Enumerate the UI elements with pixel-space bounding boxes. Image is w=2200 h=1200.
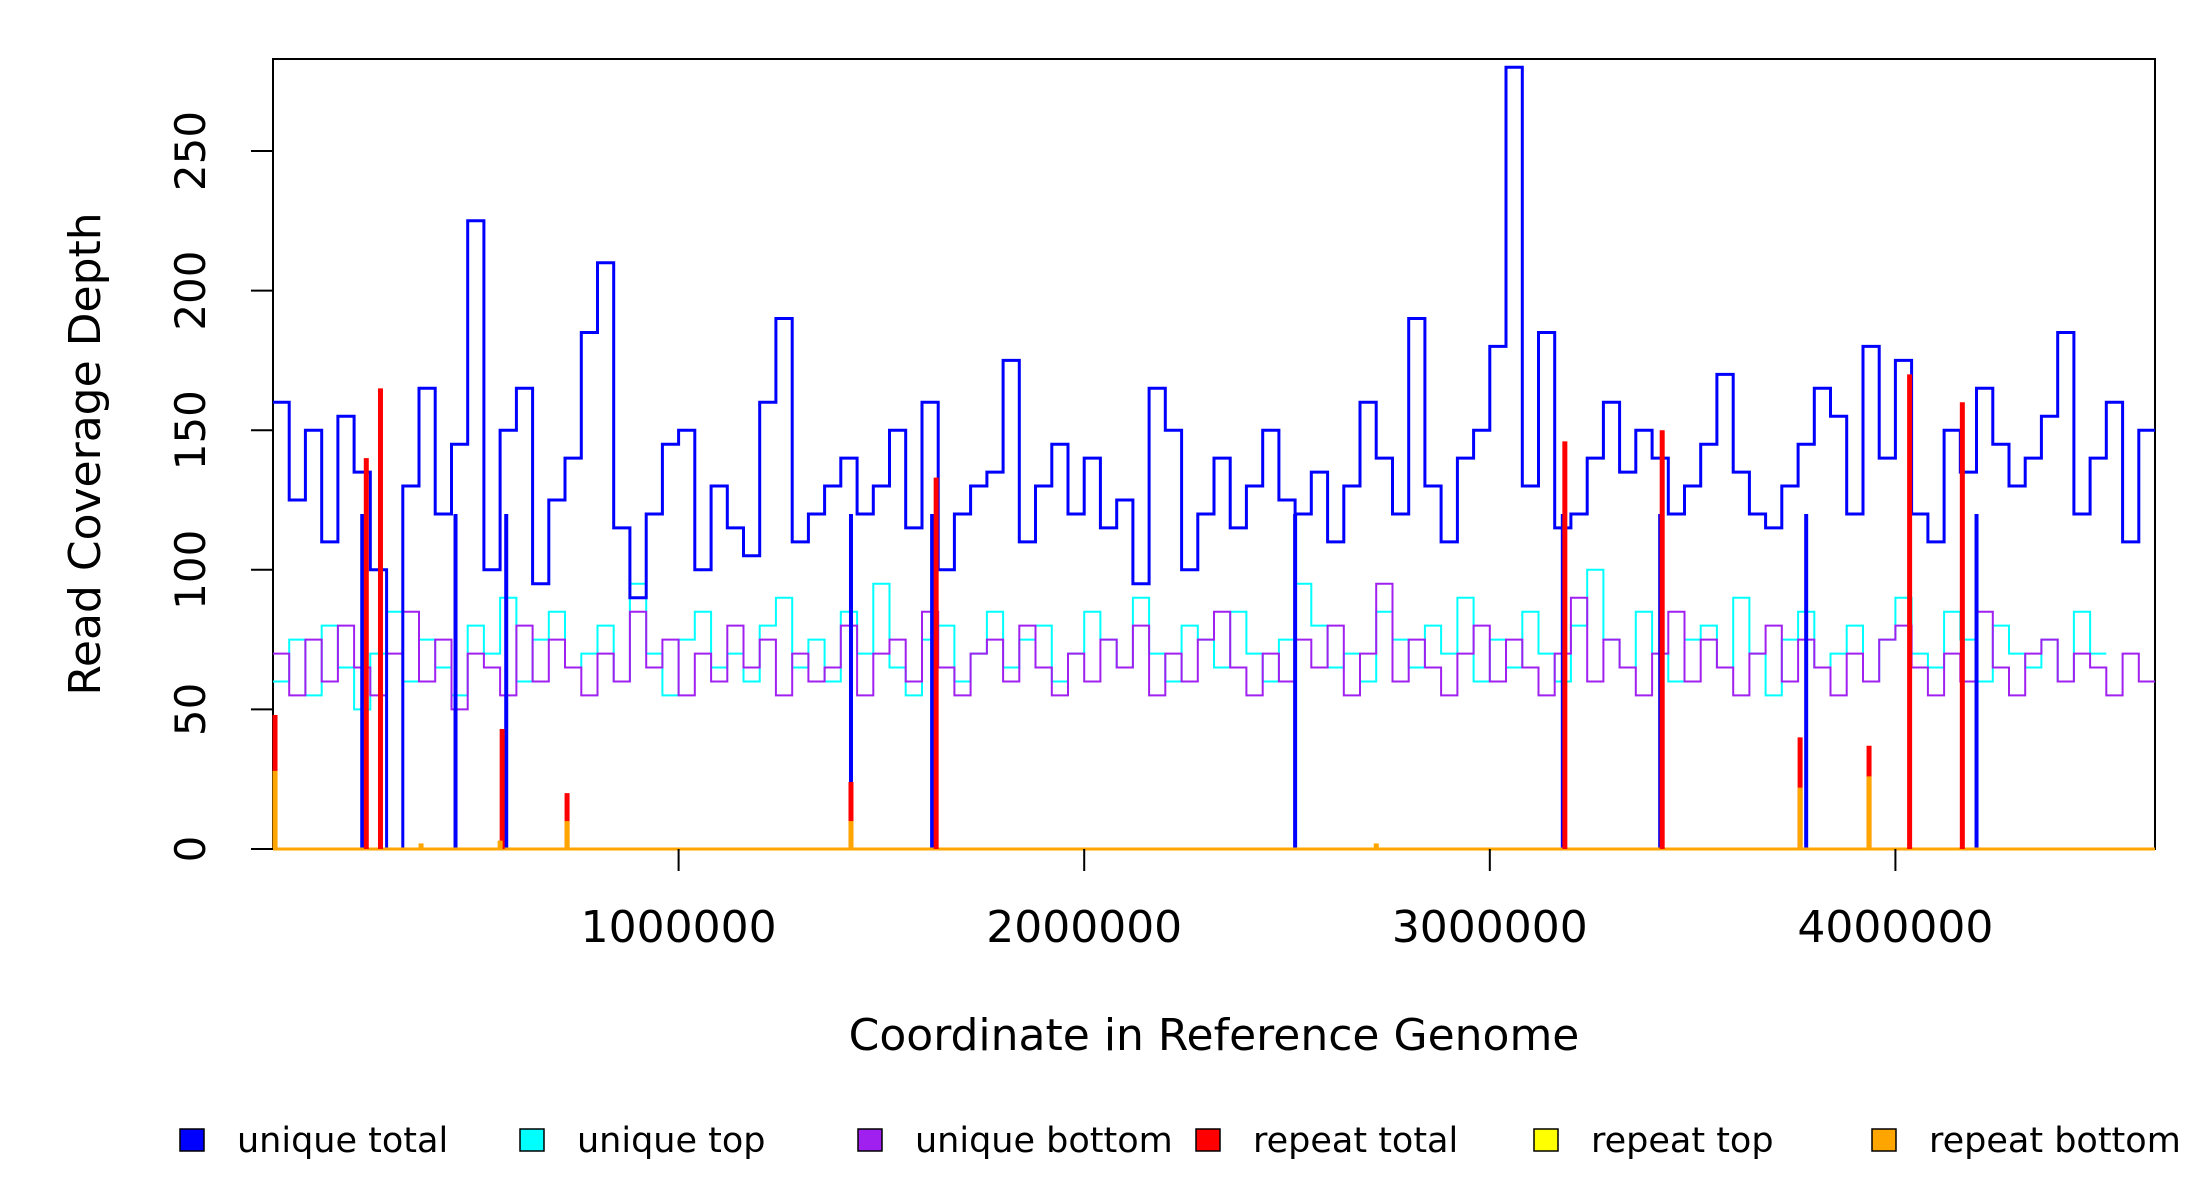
- x-tick-label: 3000000: [1392, 902, 1588, 953]
- legend-label: unique bottom: [915, 1121, 1173, 1161]
- legend-item: repeat bottom: [1871, 1121, 2181, 1161]
- legend-label: unique total: [237, 1121, 448, 1161]
- legend-swatch: [1533, 1128, 1559, 1152]
- y-tick-label: 100: [166, 530, 215, 610]
- y-tick-label: 50: [166, 683, 215, 736]
- y-axis-label: Read Coverage Depth: [60, 212, 111, 695]
- legend-item: repeat top: [1533, 1121, 1774, 1161]
- legend-label: repeat total: [1253, 1121, 1458, 1161]
- x-axis-label: Coordinate in Reference Genome: [849, 1010, 1580, 1061]
- legend-label: unique top: [577, 1121, 766, 1161]
- legend: unique total unique top unique bottom repea…: [179, 1121, 2181, 1161]
- legend-item: unique total: [179, 1121, 448, 1161]
- plot-frame: [272, 58, 2156, 850]
- legend-item: repeat total: [1195, 1121, 1458, 1161]
- legend-swatch: [1871, 1128, 1897, 1152]
- series-line-unique-bottom: [273, 582, 2155, 711]
- axis-layer: 0 50 100 150 200 250 1000000 2000000 3000000 4000…: [166, 111, 1993, 953]
- y-tick-label: 200: [166, 251, 215, 331]
- legend-label: repeat top: [1591, 1121, 1774, 1161]
- series-line-unique-top: [273, 568, 2107, 711]
- legend-swatch: [519, 1128, 545, 1152]
- legend-swatch: [857, 1128, 883, 1152]
- series-line-unique-total: [273, 65, 2155, 851]
- x-tick-label: 4000000: [1797, 902, 1993, 953]
- y-tick-label: 150: [166, 390, 215, 470]
- x-tick-label: 2000000: [986, 902, 1182, 953]
- legend-item: unique bottom: [857, 1121, 1173, 1161]
- legend-swatch: [1195, 1128, 1221, 1152]
- y-tick-label: 0: [166, 836, 215, 863]
- series-layer: [272, 65, 2155, 851]
- legend-label: repeat bottom: [1929, 1121, 2181, 1161]
- legend-item: unique top: [519, 1121, 766, 1161]
- y-tick-label: 250: [166, 111, 215, 191]
- x-tick-label: 1000000: [581, 902, 777, 953]
- legend-swatch: [179, 1128, 205, 1152]
